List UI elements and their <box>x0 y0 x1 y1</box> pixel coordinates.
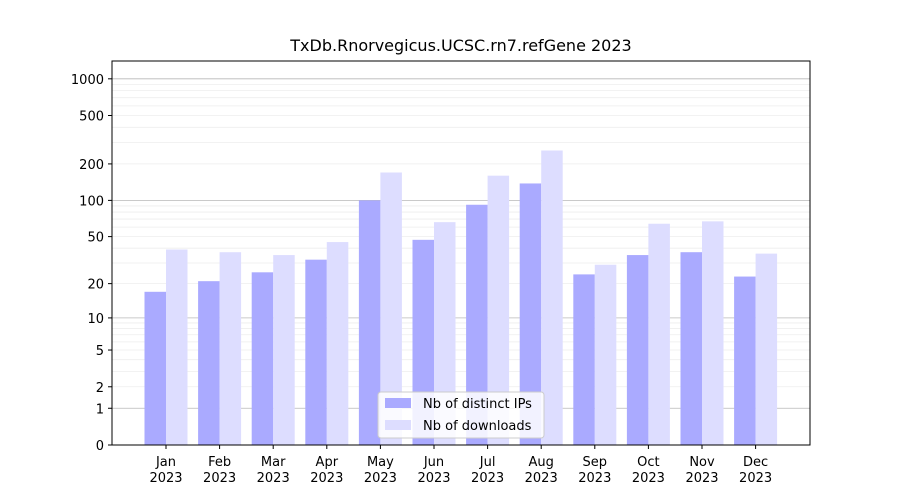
bar-downloads-mar <box>273 255 295 445</box>
x-tick-label-month: Apr <box>316 455 339 470</box>
y-tick-label: 100 <box>79 194 104 209</box>
bar-downloads-jan <box>166 249 188 445</box>
x-tick-label-month: Jul <box>479 455 496 470</box>
x-tick-label-month: May <box>367 455 394 470</box>
bar-downloads-dec <box>755 253 778 445</box>
x-tick-label-year: 2023 <box>471 471 504 486</box>
y-tick-label: 2 <box>96 381 104 396</box>
y-tick-label: 200 <box>79 158 104 173</box>
legend-swatch-downloads <box>385 420 411 430</box>
y-tick-label: 1000 <box>71 73 104 88</box>
bar-downloads-oct <box>648 223 670 445</box>
x-tick-label-month: Oct <box>637 455 659 470</box>
bar-distinct-ips-jul <box>466 204 488 445</box>
x-tick-label-year: 2023 <box>632 471 665 486</box>
x-tick-label-year: 2023 <box>685 471 718 486</box>
bar-downloads-sep <box>594 264 617 445</box>
x-tick-label-year: 2023 <box>364 471 397 486</box>
bar-downloads-feb <box>219 252 242 445</box>
x-tick-label-month: Sep <box>583 455 608 470</box>
y-tick-label: 10 <box>87 312 104 327</box>
y-tick-label: 50 <box>87 231 104 246</box>
legend-label-ips: Nb of distinct IPs <box>423 397 532 412</box>
y-tick-label: 20 <box>87 278 104 293</box>
bar-downloads-aug <box>541 150 563 445</box>
x-tick-label-month: Dec <box>743 455 768 470</box>
y-axis: 0 1 2 5 10 20 50 100 200 500 1000 <box>71 73 112 454</box>
x-tick-label-year: 2023 <box>149 471 182 486</box>
x-tick-label-year: 2023 <box>257 471 290 486</box>
bar-downloads-nov <box>702 221 724 445</box>
bar-distinct-ips-may <box>358 200 381 445</box>
bar-downloads-jul <box>487 175 510 445</box>
bar-distinct-ips-jan <box>144 291 166 445</box>
bar-downloads-may <box>380 172 402 445</box>
x-tick-label-month: Mar <box>261 455 286 470</box>
x-tick-label-month: Nov <box>689 455 715 470</box>
x-axis: Jan2023Feb2023Mar2023Apr2023May2023Jun20… <box>149 445 772 486</box>
plot-frame <box>111 60 811 446</box>
bar-distinct-ips-feb <box>198 281 220 445</box>
x-tick-label-year: 2023 <box>578 471 611 486</box>
bar-distinct-ips-nov <box>680 252 702 445</box>
chart-title: TxDb.Rnorvegicus.UCSC.rn7.refGene 2023 <box>289 36 631 55</box>
x-tick-label-year: 2023 <box>203 471 236 486</box>
x-tick-label-year: 2023 <box>525 471 558 486</box>
bar-distinct-ips-aug <box>519 183 542 445</box>
x-tick-label-month: Jan <box>155 455 176 470</box>
x-tick-label-month: Feb <box>208 455 231 470</box>
bar-distinct-ips-dec <box>734 276 756 445</box>
y-tick-label: 0 <box>96 439 104 454</box>
bar-downloads-jun <box>434 222 456 445</box>
legend-swatch-ips <box>385 398 411 408</box>
bar-distinct-ips-oct <box>626 255 649 445</box>
bar-distinct-ips-sep <box>573 274 595 445</box>
bars <box>144 150 778 445</box>
x-tick-label-year: 2023 <box>310 471 343 486</box>
x-tick-label-month: Aug <box>529 455 554 470</box>
y-tick-label: 1 <box>96 402 104 417</box>
legend-frame <box>377 391 545 439</box>
x-tick-label-year: 2023 <box>417 471 450 486</box>
legend-label-downloads: Nb of downloads <box>423 419 532 434</box>
x-tick-label-month: Jun <box>423 455 444 470</box>
bar-distinct-ips-apr <box>305 259 327 445</box>
x-tick-label-year: 2023 <box>739 471 772 486</box>
legend: Nb of distinct IPs Nb of downloads <box>377 391 545 439</box>
y-tick-label: 500 <box>79 110 104 125</box>
bar-distinct-ips-mar <box>251 272 274 445</box>
y-tick-label: 5 <box>96 344 104 359</box>
bar-downloads-apr <box>326 242 349 445</box>
